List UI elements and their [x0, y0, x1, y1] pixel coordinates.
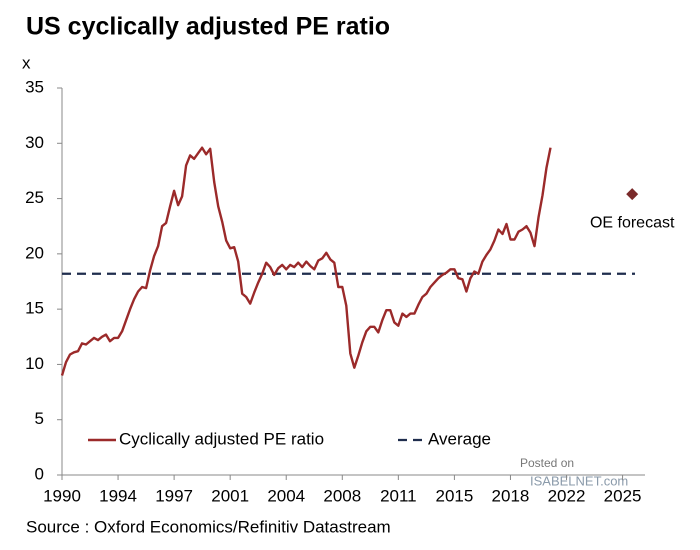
forecast-label: OE forecast [590, 214, 675, 231]
watermark: Posted on [520, 456, 574, 470]
x-tick-label: 1997 [155, 486, 193, 505]
legend-label: Average [428, 429, 491, 448]
x-tick-label: 1994 [99, 486, 137, 505]
x-tick-label: 2018 [492, 486, 530, 505]
y-tick-label: 15 [25, 299, 44, 318]
x-tick-label: 2022 [548, 486, 586, 505]
x-tick-label: 2025 [604, 486, 642, 505]
y-tick-label: 25 [25, 188, 44, 207]
forecast-marker [626, 188, 639, 201]
y-tick-label: 35 [25, 77, 44, 96]
legend-label: Cyclically adjusted PE ratio [119, 429, 324, 448]
x-tick-label: 2011 [380, 486, 417, 505]
source: Source : Oxford Economics/Refinitiv Data… [26, 517, 391, 536]
x-tick-label: 2004 [267, 486, 305, 505]
x-tick-label: 2015 [435, 486, 473, 505]
x-tick-label: 1990 [43, 486, 81, 505]
watermark: ISABELNET.com [530, 473, 628, 488]
y-axis-unit: x [22, 53, 31, 72]
y-tick-label: 30 [25, 133, 44, 152]
series-line [60, 146, 552, 376]
y-tick-label: 5 [35, 409, 44, 428]
x-tick-label: 2001 [211, 486, 249, 505]
chart-title: US cyclically adjusted PE ratio [26, 13, 390, 41]
x-tick-label: 2008 [323, 486, 361, 505]
y-tick-label: 0 [35, 464, 44, 483]
y-tick-label: 10 [25, 354, 44, 373]
y-tick-label: 20 [25, 243, 44, 262]
